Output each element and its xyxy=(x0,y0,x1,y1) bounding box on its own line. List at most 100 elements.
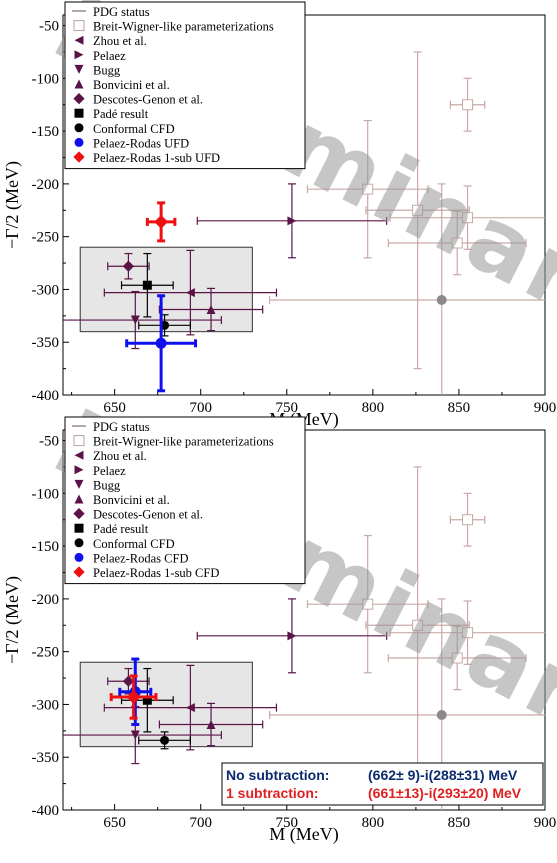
data-point xyxy=(462,514,474,526)
y-tick-label: -100 xyxy=(32,486,60,502)
x-tick-label: 700 xyxy=(189,400,212,416)
y-tick-label: -300 xyxy=(32,282,60,298)
legend-label: Conformal CFD xyxy=(93,537,175,551)
y-tick-label: -150 xyxy=(32,124,60,140)
result-label: 1 subtraction: xyxy=(226,785,319,801)
chart-panel-1: 650 700 750 800 850 900 -50 -100 -150 -200 -250 -30… xyxy=(2,0,557,430)
x-tick-label: 900 xyxy=(534,400,557,416)
legend-marker-breit-wigner-like-parameterizations xyxy=(73,20,85,32)
legend-label: Bonvicini et al. xyxy=(93,493,170,507)
series-descotes-genon-et-al xyxy=(107,667,150,695)
result-label: No subtraction: xyxy=(226,767,329,783)
x-tick-label: 900 xyxy=(534,815,557,831)
chart-panel-2: 650 700 750 800 850 900 -50 -100 -150 -200 -250 -30… xyxy=(2,388,557,845)
data-point xyxy=(154,215,168,229)
y-tick-label: -100 xyxy=(32,71,60,87)
data-point xyxy=(185,288,195,298)
x-tick-label: 800 xyxy=(362,815,385,831)
data-point xyxy=(185,703,195,713)
legend-marker-pelaez-rodas-ufd xyxy=(74,137,84,147)
legend-label: Pelaez-Rodas 1-sub UFD xyxy=(93,151,220,165)
pdg-region-box xyxy=(79,246,253,333)
y-tick-label: -200 xyxy=(32,592,60,608)
y-tick-label: -300 xyxy=(32,697,60,713)
data-point xyxy=(436,295,447,305)
y-tick-label: -200 xyxy=(32,177,60,193)
y-axis-label: −Γ/2 (MeV) xyxy=(2,161,23,249)
legend-marker-pelaez-rodas-1-sub-ufd xyxy=(73,151,85,163)
legend-label: Zhou et al. xyxy=(93,449,147,463)
series-zhou-et-al xyxy=(103,249,278,336)
y-tick-label: -400 xyxy=(32,803,60,819)
y-tick-label: -150 xyxy=(32,539,60,555)
results-box: No subtraction: (662± 9)-i(288±31) MeV 1 s… xyxy=(221,762,544,806)
legend-label: Bugg xyxy=(93,63,121,77)
data-point xyxy=(462,99,474,111)
legend-label: PDG status xyxy=(93,420,150,434)
legend-label: Conformal CFD xyxy=(93,122,175,136)
data-point xyxy=(130,315,140,325)
legend-marker-conformal-cfd xyxy=(74,123,84,133)
x-tick-label: 800 xyxy=(362,400,385,416)
series-pelaez xyxy=(196,598,388,674)
y-tick-label: -400 xyxy=(32,388,60,404)
data-point xyxy=(362,183,374,195)
series-bugg xyxy=(63,290,222,350)
legend-label: Descotes-Genon et al. xyxy=(93,508,203,522)
legend-label: Padé result xyxy=(93,522,149,536)
legend-marker-pelaez xyxy=(74,465,84,475)
series-pad-result xyxy=(120,667,174,733)
legend-label: Pelaez-Rodas 1-sub CFD xyxy=(93,566,219,580)
data-point xyxy=(451,237,463,249)
data-point xyxy=(206,305,216,314)
legend-marker-bonvicini-et-al xyxy=(74,494,84,504)
data-point xyxy=(160,735,170,745)
legend-label: Breit-Wigner-like parameterizations xyxy=(93,20,274,34)
data-point xyxy=(462,212,474,224)
series-pelaez-rodas-ufd xyxy=(125,294,198,393)
series-pad-result xyxy=(120,252,174,318)
legend-marker-bugg xyxy=(74,479,84,489)
legend-marker-pelaez xyxy=(74,50,84,60)
y-tick-label: -250 xyxy=(32,645,60,661)
series-pelaez-rodas-1-sub-cfd xyxy=(109,674,158,720)
pdg-region-box xyxy=(79,661,253,748)
result-value: (662± 9)-i(288±31) MeV xyxy=(368,767,518,783)
legend-label: Bonvicini et al. xyxy=(93,78,170,92)
legend-label: Padé result xyxy=(93,107,149,121)
data-point xyxy=(287,216,297,226)
legend-label: Pelaez-Rodas UFD xyxy=(93,136,189,150)
legend-box xyxy=(64,416,306,585)
legend-marker-descotes-genon-et-al xyxy=(73,507,85,520)
legend-label: Bugg xyxy=(93,478,121,492)
legend-marker-zhou-et-al xyxy=(74,450,84,460)
data-point xyxy=(142,280,152,290)
results-frame xyxy=(221,762,544,806)
data-point xyxy=(412,619,424,631)
legend-marker-pelaez-rodas-cfd xyxy=(74,552,84,562)
legend-marker-bugg xyxy=(74,64,84,74)
legend-label: Zhou et al. xyxy=(93,34,147,48)
data-point xyxy=(155,337,167,349)
legend-label: Descotes-Genon et al. xyxy=(93,93,203,107)
legend-marker-conformal-cfd xyxy=(74,538,84,548)
x-tick-label: 850 xyxy=(448,815,471,831)
data-point xyxy=(130,730,140,740)
x-tick-label: 700 xyxy=(189,815,212,831)
series-conformal-cfd xyxy=(138,731,191,750)
x-tick-label: 650 xyxy=(103,400,126,416)
data-point xyxy=(122,675,135,687)
x-tick-label: 750 xyxy=(276,815,299,831)
legend-marker-pelaez-rodas-1-sub-cfd xyxy=(73,566,85,578)
legend-marker-descotes-genon-et-al xyxy=(73,92,85,105)
data-point xyxy=(206,720,216,729)
legend-marker-breit-wigner-like-parameterizations xyxy=(73,435,85,447)
legend-label: Pelaez xyxy=(93,464,126,478)
series-pelaez-rodas-1-sub-ufd xyxy=(145,201,177,243)
y-tick-label: -50 xyxy=(39,19,59,35)
series-bonvicini-et-al xyxy=(158,702,264,747)
series-descotes-genon-et-al xyxy=(107,252,150,280)
data-point xyxy=(287,631,297,641)
